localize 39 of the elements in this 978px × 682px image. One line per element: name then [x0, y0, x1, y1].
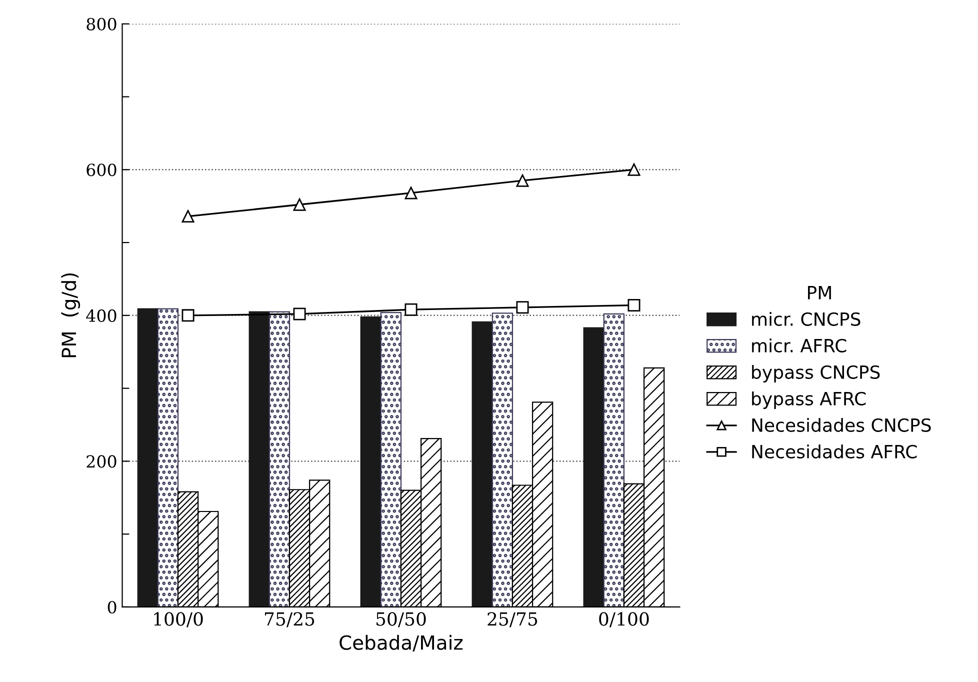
point — [628, 298, 640, 312]
y-tick-label: 800 — [86, 18, 116, 30]
y-tick-label: 200 — [86, 455, 116, 468]
bar — [583, 327, 604, 607]
legend-label: Necesidades CNCPS — [752, 418, 931, 432]
point — [404, 186, 418, 200]
legend-title: PM — [808, 286, 831, 300]
point — [182, 309, 194, 322]
x-axis-title: Cebada/Maiz — [340, 634, 463, 652]
bar — [137, 308, 158, 607]
legend-label: Necesidades AFRC — [752, 444, 917, 458]
y-tick-label: 0 — [108, 600, 116, 614]
bar — [603, 313, 625, 607]
bar — [157, 308, 179, 607]
legend-label: bypass AFRC — [752, 392, 866, 409]
x-tick-label: 75/25 — [264, 612, 314, 628]
bar — [268, 311, 290, 607]
x-tick-label: 50/50 — [376, 612, 426, 628]
bar — [380, 312, 402, 607]
y-axis-title: PM (g/d) — [61, 273, 80, 358]
legend-label: micr. CNCPS — [752, 312, 860, 326]
bar — [472, 321, 493, 607]
x-tick-label: 25/75 — [488, 612, 538, 628]
point — [293, 198, 306, 211]
legend-label: bypass CNCPS — [752, 365, 880, 382]
point — [628, 163, 640, 176]
x-tick-label: 100/0 — [154, 612, 203, 628]
bar — [248, 311, 270, 607]
x-tick-label: 0/100 — [599, 612, 649, 628]
y-tick-label: 600 — [86, 164, 116, 176]
point — [182, 210, 194, 223]
bar — [360, 316, 382, 607]
point — [293, 308, 306, 320]
legend-label: micr. AFRC — [752, 338, 846, 352]
y-tick-label: 400 — [86, 309, 116, 322]
point — [516, 174, 529, 187]
point — [516, 301, 529, 314]
bar — [492, 312, 514, 607]
point — [404, 303, 418, 316]
